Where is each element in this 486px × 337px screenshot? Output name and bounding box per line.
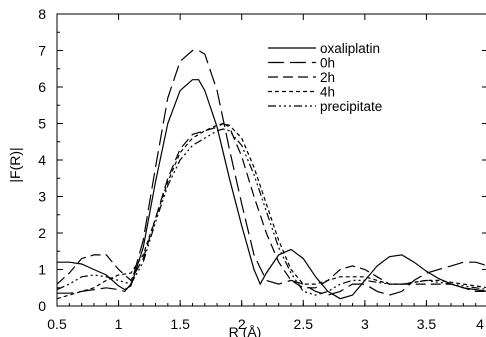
x-axis-label: R (Å) — [229, 324, 262, 337]
plot-curves — [56, 49, 486, 300]
legend-label-2: 2h — [320, 70, 335, 85]
x-tick-label: 1 — [115, 316, 123, 332]
y-tick-label: 0 — [38, 298, 46, 314]
y-tick-label: 1 — [38, 262, 46, 278]
x-tick-label: 2.5 — [294, 316, 314, 332]
legend-label-1: 0h — [320, 56, 335, 71]
series-line-2 — [56, 122, 486, 292]
x-axis: 0.5 1 1.5 2 2.5 3 3.5 4 — [47, 14, 484, 332]
y-tick-label: 2 — [38, 225, 46, 241]
x-tick-label: 4 — [476, 316, 484, 332]
series-line-4 — [56, 128, 486, 296]
legend-label-4: precipitate — [320, 99, 382, 114]
y-tick-label: 3 — [38, 189, 46, 205]
y-tick-label: 6 — [38, 79, 46, 95]
x-tick-label: 0.5 — [47, 316, 67, 332]
y-tick-label: 5 — [38, 116, 46, 132]
y-tick-label: 8 — [38, 6, 46, 22]
y-axis: 0 1 2 3 4 5 6 7 8 — [38, 6, 486, 314]
y-tick-label: 7 — [38, 43, 46, 59]
x-tick-label: 3.5 — [417, 316, 437, 332]
x-tick-label: 2 — [238, 316, 246, 332]
y-axis-label: |F(R)| — [7, 147, 23, 182]
x-tick-label: 1.5 — [170, 316, 190, 332]
legend-label-0: oxaliplatin — [320, 41, 380, 56]
legend-label-3: 4h — [320, 85, 335, 100]
plot-frame — [56, 13, 486, 307]
series-line-1 — [57, 49, 486, 296]
series-line-0 — [57, 79, 486, 300]
series-line-3 — [56, 122, 486, 300]
y-tick-label: 4 — [38, 152, 46, 168]
x-tick-label: 3 — [361, 316, 369, 332]
